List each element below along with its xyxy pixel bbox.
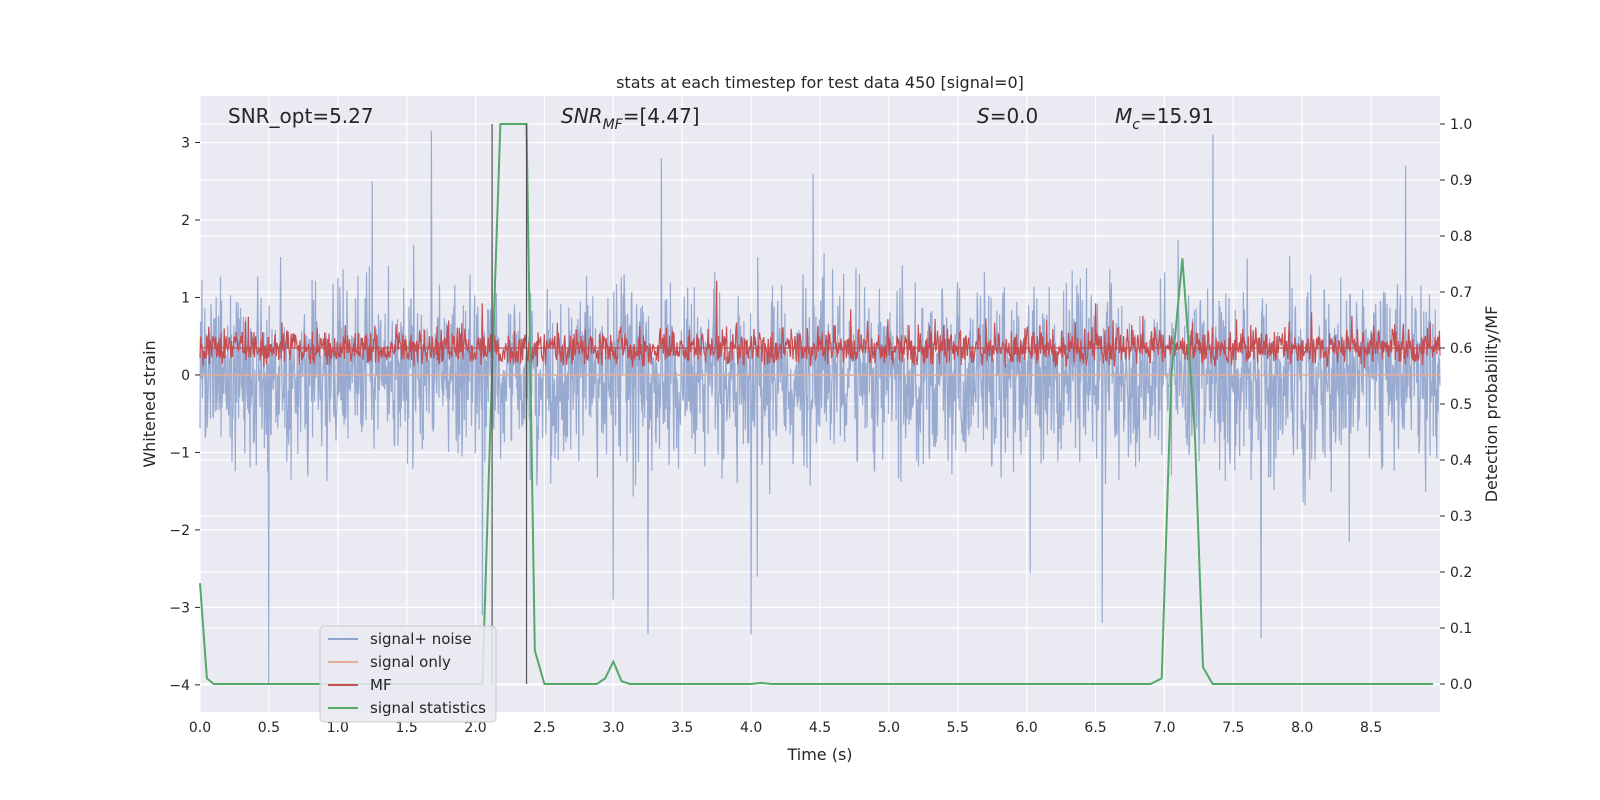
x-tick-label: 8.5 (1360, 720, 1382, 736)
y-right-tick-label: 0.6 (1450, 341, 1472, 357)
left-axis-ticks: 3 2 1 0 −1 −2 −3 −4 (169, 135, 200, 694)
left-axis-label: Whitened strain (140, 340, 159, 467)
legend-label-signal-noise: signal+ noise (370, 630, 472, 648)
right-axis-ticks: 1.0 0.9 0.8 0.7 0.6 0.5 0.4 0.3 0.2 0.1 0.0 (1440, 117, 1472, 693)
y-left-tick-label: −1 (169, 445, 190, 461)
legend-label-signal-statistics: signal statistics (370, 699, 486, 717)
y-right-tick-label: 0.3 (1450, 509, 1472, 525)
y-left-tick-label: 0 (181, 368, 190, 384)
y-right-tick-label: 1.0 (1450, 117, 1472, 133)
y-left-tick-label: −4 (169, 678, 190, 694)
series-signal-statistics (199, 123, 1434, 685)
right-axis-label: Detection probability/MF (1482, 306, 1501, 503)
y-left-tick-label: 2 (181, 213, 190, 229)
x-tick-label: 3.0 (602, 720, 624, 736)
x-tick-label: 6.5 (1084, 720, 1106, 736)
x-tick-label: 1.5 (396, 720, 418, 736)
x-tick-label: 7.0 (1153, 720, 1175, 736)
series-mf (199, 280, 1441, 369)
y-right-tick-label: 0.1 (1450, 621, 1472, 637)
legend-item-signal-only: signal only (328, 653, 451, 671)
y-right-tick-label: 0.7 (1450, 285, 1472, 301)
y-left-tick-label: −2 (169, 523, 190, 539)
y-right-tick-label: 0.0 (1450, 677, 1472, 693)
x-tick-label: 5.5 (947, 720, 969, 736)
x-tick-label: 2.0 (464, 720, 486, 736)
legend-item-signal-noise: signal+ noise (328, 630, 472, 648)
y-left-tick-label: 3 (181, 135, 190, 151)
annotation-snr-mf: SNRMF=[4.47] (561, 104, 700, 133)
chart-title: stats at each timestep for test data 450… (616, 73, 1024, 92)
x-tick-label: 1.0 (327, 720, 349, 736)
x-tick-label: 0.5 (258, 720, 280, 736)
plot-area (199, 96, 1441, 712)
x-tick-label: 4.0 (740, 720, 762, 736)
y-right-tick-label: 0.8 (1450, 229, 1472, 245)
annotation-snr-opt: SNR_opt=5.27 (228, 104, 374, 128)
x-axis-ticks: 0.0 0.5 1.0 1.5 2.0 2.5 3.0 3.5 4.0 4.5 5.0 5.5 6.0 6… (189, 720, 1382, 736)
x-tick-label: 8.0 (1291, 720, 1313, 736)
x-axis-label: Time (s) (786, 745, 852, 764)
y-right-tick-label: 0.5 (1450, 397, 1472, 413)
vertical-markers (491, 124, 528, 684)
x-tick-label: 4.5 (809, 720, 831, 736)
legend: signal+ noise signal only MF signal stat… (319, 625, 497, 723)
annotations: SNR_opt=5.27 SNRMF=[4.47] S=0.0 Mc=15.91 (228, 104, 1214, 133)
x-tick-label: 3.5 (671, 720, 693, 736)
x-tick-label: 0.0 (189, 720, 211, 736)
series-layer (199, 123, 1441, 685)
y-left-tick-label: 1 (181, 290, 190, 306)
legend-item-signal-statistics: signal statistics (328, 699, 486, 717)
y-left-tick-label: −3 (169, 600, 190, 616)
x-tick-label: 5.0 (878, 720, 900, 736)
legend-item-mf: MF (328, 676, 392, 694)
y-right-tick-label: 0.9 (1450, 173, 1472, 189)
legend-label-signal-only: signal only (370, 653, 451, 671)
x-tick-label: 2.5 (533, 720, 555, 736)
legend-label-mf: MF (370, 676, 392, 694)
x-tick-label: 7.5 (1222, 720, 1244, 736)
y-right-tick-label: 0.2 (1450, 565, 1472, 581)
y-right-tick-label: 0.4 (1450, 453, 1472, 469)
x-tick-label: 6.0 (1016, 720, 1038, 736)
y-gridlines (200, 123, 1440, 686)
annotation-mc: Mc=15.91 (1115, 104, 1214, 133)
annotation-s: S=0.0 (977, 104, 1038, 128)
